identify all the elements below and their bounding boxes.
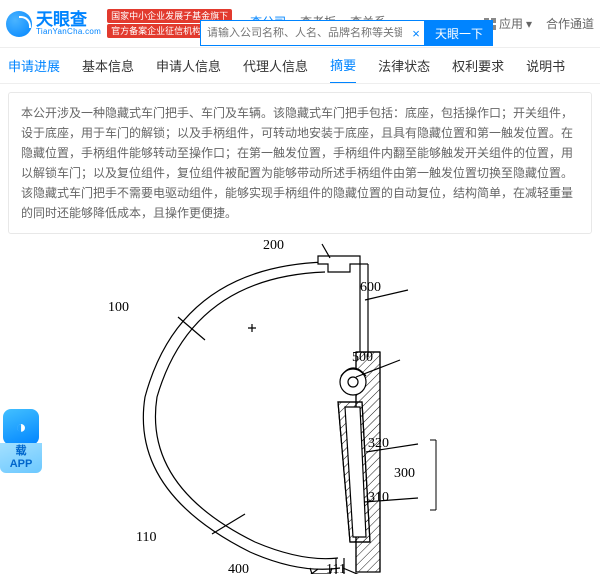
app-float-line2: APP (10, 458, 33, 470)
partner-label: 合作通道 (546, 15, 594, 32)
label-500: 500 (352, 350, 373, 366)
tab-applicant[interactable]: 申请人信息 (156, 48, 221, 83)
search-button[interactable]: 天眼一下 (425, 20, 493, 46)
header: 天眼查 TianYanCha.com 国家中小企业发展子基金旗下 官方备案企业征… (0, 0, 600, 48)
apps-label: 应用 (499, 15, 523, 32)
app-float-text: 载 APP (0, 443, 42, 473)
logo[interactable]: 天眼查 TianYanCha.com (6, 11, 101, 37)
tab-agent[interactable]: 代理人信息 (243, 48, 308, 83)
search-box: × (200, 20, 425, 46)
label-600: 600 (360, 280, 381, 296)
label-200: 200 (263, 238, 284, 254)
abstract-box: 本公开涉及一种隐藏式车门把手、车门及车辆。该隐藏式车门把手包括：底座，包括操作口… (8, 92, 592, 234)
tab-nav: 申请进展 基本信息 申请人信息 代理人信息 摘要 法律状态 权利要求 说明书 (0, 48, 600, 84)
label-300: 300 (394, 466, 415, 482)
logo-icon (6, 11, 32, 37)
app-float-line1: 载 (16, 445, 27, 457)
app-float-icon: ◑ (3, 409, 39, 445)
label-111: 111 (326, 562, 346, 578)
label-110: 110 (136, 530, 156, 546)
patent-diagram: 100 200 600 500 320 300 310 110 400 111 (8, 242, 592, 574)
search-row: × 天眼一下 (200, 20, 493, 46)
logo-cn: 天眼查 (36, 11, 101, 28)
tab-progress[interactable]: 申请进展 (8, 48, 60, 83)
label-100: 100 (108, 300, 129, 316)
label-320: 320 (368, 436, 389, 452)
label-400: 400 (228, 562, 249, 578)
diagram-svg (60, 242, 540, 574)
tab-abstract[interactable]: 摘要 (330, 48, 356, 84)
tab-claims[interactable]: 权利要求 (452, 48, 504, 83)
partner-link[interactable]: 合作通道 (546, 15, 594, 32)
clear-icon[interactable]: × (408, 26, 424, 41)
tab-legal[interactable]: 法律状态 (378, 48, 430, 83)
abstract-text: 本公开涉及一种隐藏式车门把手、车门及车辆。该隐藏式车门把手包括：底座，包括操作口… (21, 106, 573, 220)
download-app-float[interactable]: ◑ 载 APP (0, 409, 42, 473)
search-input[interactable] (201, 27, 408, 39)
tab-basic[interactable]: 基本信息 (82, 48, 134, 83)
top-right: 应用 ▾ 合作通道 (484, 15, 594, 32)
logo-en: TianYanCha.com (36, 28, 101, 36)
chevron-down-icon: ▾ (526, 17, 532, 31)
logo-text: 天眼查 TianYanCha.com (36, 11, 101, 36)
tab-spec[interactable]: 说明书 (526, 48, 565, 83)
search-button-label: 天眼一下 (435, 25, 483, 42)
label-310: 310 (368, 490, 389, 506)
